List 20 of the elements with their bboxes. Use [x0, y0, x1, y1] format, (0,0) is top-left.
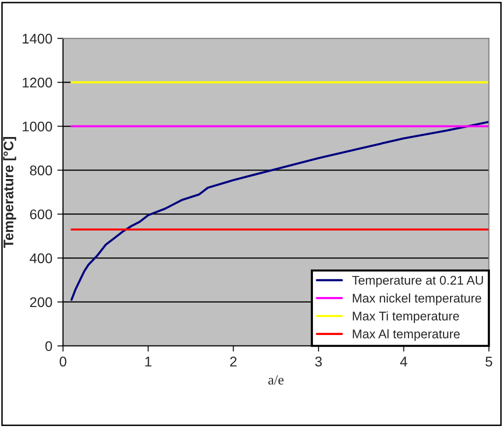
legend-label: Max Al temperature: [352, 329, 460, 341]
y-tick-label: 200: [30, 297, 52, 308]
y-tick-label: 800: [30, 166, 52, 176]
legend-label: Max Ti temperature: [352, 311, 459, 323]
y-tick-label: 0: [45, 341, 52, 352]
y-tick-label: 1200: [22, 78, 52, 88]
x-axis-title: a/e: [268, 375, 284, 385]
y-tick-label: 1400: [22, 34, 52, 44]
y-tick-label: 400: [30, 253, 52, 264]
y-axis-title: Temperature [°C]: [3, 137, 16, 248]
y-tick-label: 1000: [22, 122, 52, 132]
x-tick-label: 1: [145, 356, 152, 366]
legend-label: Max nickel temperature: [352, 293, 482, 306]
x-tick-label: 3: [315, 356, 322, 366]
x-tick-label: 5: [486, 356, 492, 366]
legend-label: Temperature at 0.21 AU: [352, 276, 483, 288]
y-tick-label: 600: [30, 209, 52, 220]
x-tick-label: 2: [230, 356, 237, 366]
x-tick-label: 4: [400, 356, 408, 366]
x-tick-label: 0: [60, 356, 66, 366]
